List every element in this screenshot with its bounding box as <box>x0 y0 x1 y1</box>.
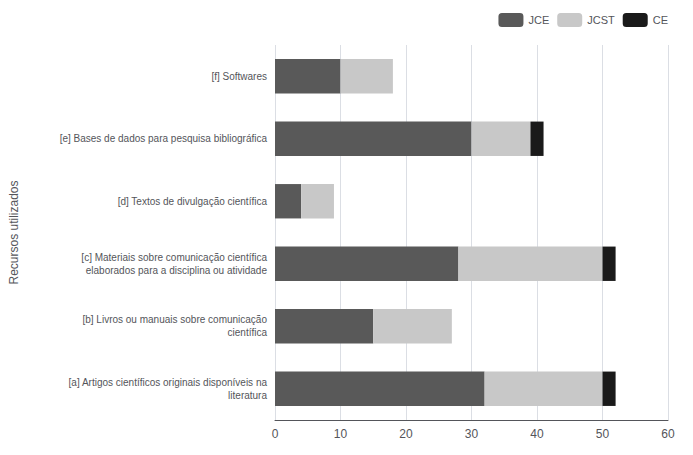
svg-text:10: 10 <box>334 427 348 441</box>
svg-text:40: 40 <box>530 427 544 441</box>
svg-text:[f] Softwares: [f] Softwares <box>211 71 267 82</box>
svg-text:elaborados para a disciplina o: elaborados para a disciplina ou atividad… <box>86 265 268 276</box>
svg-text:[a] Artigos científicos origin: [a] Artigos científicos originais dispon… <box>69 377 268 388</box>
svg-text:CE: CE <box>653 14 668 26</box>
svg-text:[b] Livros ou manuais sobre co: [b] Livros ou manuais sobre comunicação <box>82 314 267 325</box>
svg-text:[c] Materiais sobre comunicaçã: [c] Materiais sobre comunicação científi… <box>81 252 267 263</box>
svg-text:[e] Bases de dados para pesqui: [e] Bases de dados para pesquisa bibliog… <box>60 133 268 144</box>
svg-text:JCE: JCE <box>528 14 549 26</box>
svg-text:Recursos utilizados: Recursos utilizados <box>7 180 21 284</box>
svg-text:literatura: literatura <box>228 390 267 401</box>
svg-text:0: 0 <box>272 427 279 441</box>
svg-text:JCST: JCST <box>587 14 615 26</box>
svg-text:científica: científica <box>228 327 268 338</box>
svg-text:30: 30 <box>465 427 479 441</box>
svg-text:[d] Textos de divulgação cient: [d] Textos de divulgação científica <box>118 196 268 207</box>
svg-text:50: 50 <box>596 427 610 441</box>
svg-text:60: 60 <box>661 427 675 441</box>
svg-text:20: 20 <box>399 427 413 441</box>
